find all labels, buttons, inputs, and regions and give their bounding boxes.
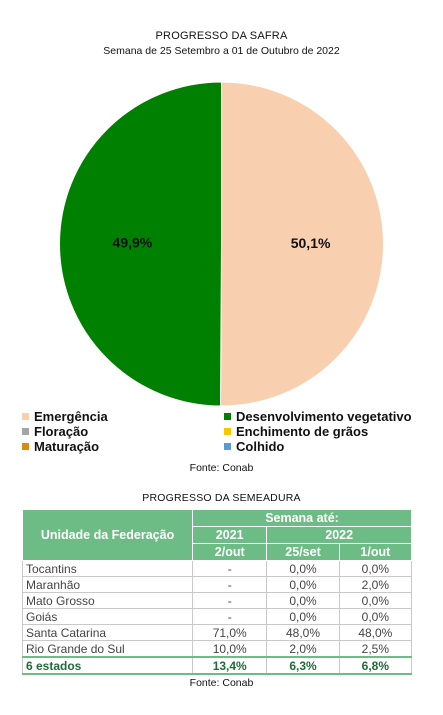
legend-item-maturacao: Maturação	[22, 439, 99, 454]
table-total-row: 6 estados 13,4% 6,3% 6,8%	[21, 656, 413, 675]
pie-slice-0	[219, 81, 384, 407]
cell-uf: Maranhão	[21, 576, 194, 593]
legend-label: Desenvolvimento vegetativo	[236, 409, 412, 424]
legend-swatch-icon	[22, 428, 29, 435]
cell-25set: 0,0%	[266, 560, 340, 577]
legend-item-emergencia: Emergência	[22, 409, 108, 424]
legend-item-desenvolvimento: Desenvolvimento vegetativo	[224, 409, 412, 424]
pie-slice-label-0: 50,1%	[291, 235, 331, 251]
cell-2021: -	[192, 560, 268, 577]
header-date-1out: 1/out	[338, 543, 413, 561]
cell-25set-total: 6,3%	[266, 656, 340, 675]
cell-1out: 2,5%	[338, 640, 413, 658]
cell-uf: Rio Grande do Sul	[21, 640, 194, 658]
header-week: Semana até:	[192, 509, 412, 527]
cell-2021-total: 13,4%	[192, 656, 268, 675]
sowing-progress-table: Unidade da Federação Semana até: 2021 20…	[21, 509, 413, 675]
header-uf: Unidade da Federação	[21, 509, 194, 561]
cell-2021: 10,0%	[192, 640, 268, 658]
table-row: Rio Grande do Sul 10,0% 2,0% 2,5%	[21, 640, 413, 658]
table-row: Maranhão - 0,0% 2,0%	[21, 576, 413, 593]
legend-item-floracao: Floração	[22, 424, 88, 439]
cell-25set: 0,0%	[266, 576, 340, 593]
header-date-25set: 25/set	[266, 543, 340, 561]
cell-25set: 0,0%	[266, 592, 340, 609]
pie-slice-1	[58, 81, 222, 407]
header-date-2out: 2/out	[192, 543, 268, 561]
chart-subtitle: Semana de 25 Setembro a 01 de Outubro de…	[103, 45, 340, 57]
legend-swatch-icon	[22, 413, 29, 420]
header-year-2022: 2022	[266, 526, 412, 544]
cell-uf: Santa Catarina	[21, 624, 194, 641]
table-title: PROGRESSO DA SEMEADURA	[142, 492, 301, 504]
pie-slice-label-1: 49,9%	[113, 234, 153, 250]
pie-chart: 50,1% 49,9%	[58, 81, 384, 407]
cell-uf: Goiás	[21, 608, 194, 625]
legend-label: Floração	[34, 424, 89, 439]
cell-25set: 48,0%	[266, 624, 340, 641]
cell-2021: 71,0%	[192, 624, 268, 641]
table-row: Goiás - 0,0% 0,0%	[21, 608, 413, 625]
cell-uf: Tocantins	[21, 560, 194, 577]
cell-1out: 48,0%	[338, 624, 413, 641]
legend-label: Maturação	[34, 439, 100, 454]
chart-source: Fonte: Conab	[189, 462, 254, 474]
cell-1out-total: 6,8%	[338, 656, 413, 675]
chart-title: PROGRESSO DA SAFRA	[155, 30, 288, 42]
legend-swatch-icon	[224, 443, 231, 450]
legend-swatch-icon	[224, 413, 231, 420]
legend-label: Enchimento de grãos	[236, 424, 369, 439]
header-year-2021: 2021	[192, 526, 268, 544]
cell-1out: 0,0%	[338, 608, 413, 625]
cell-1out: 2,0%	[338, 576, 413, 593]
cell-1out: 0,0%	[338, 592, 413, 609]
cell-uf-total: 6 estados	[21, 656, 194, 675]
table-row: Tocantins - 0,0% 0,0%	[21, 560, 413, 577]
cell-25set: 2,0%	[266, 640, 340, 658]
legend-label: Colhido	[236, 439, 285, 454]
cell-2021: -	[192, 576, 268, 593]
table-row: Santa Catarina 71,0% 48,0% 48,0%	[21, 624, 413, 641]
cell-2021: -	[192, 608, 268, 625]
cell-2021: -	[192, 592, 268, 609]
legend-label: Emergência	[34, 409, 108, 424]
table-source: Fonte: Conab	[189, 677, 254, 689]
legend-swatch-icon	[22, 443, 29, 450]
table-row: Mato Grosso - 0,0% 0,0%	[21, 592, 413, 609]
cell-25set: 0,0%	[266, 608, 340, 625]
legend-item-enchimento: Enchimento de grãos	[224, 424, 368, 439]
legend-swatch-icon	[224, 428, 231, 435]
cell-1out: 0,0%	[338, 560, 413, 577]
cell-uf: Mato Grosso	[21, 592, 194, 609]
legend-item-colhido: Colhido	[224, 439, 284, 454]
